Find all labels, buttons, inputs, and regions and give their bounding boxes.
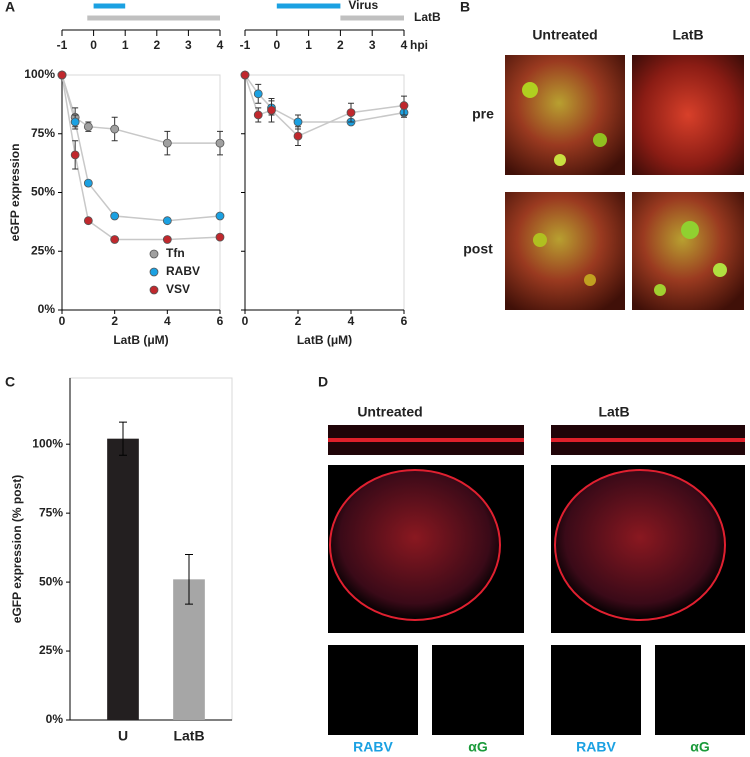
x-tick-label: 6 (217, 314, 224, 328)
legend-label: RABV (166, 264, 200, 278)
timeline-tick-label: -1 (240, 38, 251, 52)
row-label: pre (472, 106, 494, 122)
micrographs-b (505, 55, 744, 310)
x-tick-label: 2 (111, 314, 118, 328)
x-tick-label: 0 (242, 314, 249, 328)
series-line (61, 74, 221, 241)
x-tick-label: 4 (164, 314, 171, 328)
column-label: LatB (598, 404, 629, 420)
x-tick-label: 4 (348, 314, 355, 328)
data-point (70, 117, 80, 127)
y-tick-label: 50% (31, 185, 55, 199)
x-axis-label: LatB (μM) (297, 333, 352, 347)
channel-label: RABV (576, 739, 616, 755)
y-tick-label: 75% (31, 126, 55, 140)
channel-label: αG (690, 739, 710, 755)
legend-marker (149, 285, 159, 295)
error-bar (185, 554, 193, 605)
timeline-tick-label: 2 (337, 38, 344, 52)
y-axis-label: eGFP expression (8, 144, 22, 242)
column-label: Untreated (532, 27, 597, 43)
y-tick-label: 0% (46, 712, 64, 726)
data-point (57, 70, 67, 80)
timeline-tick-label: 1 (122, 38, 129, 52)
series-line (61, 74, 220, 144)
data-point (293, 131, 303, 141)
panel-letter: C (5, 374, 15, 390)
y-tick-label: 50% (39, 574, 63, 588)
column-label: Untreated (357, 404, 422, 420)
micrographs-d (328, 425, 745, 735)
timeline-tick-label: 0 (90, 38, 97, 52)
data-point (240, 70, 250, 80)
legend-marker (149, 267, 159, 277)
panel-letter: B (460, 0, 470, 15)
panel-letter: D (318, 374, 328, 390)
timeline-tick-label: -1 (57, 38, 68, 52)
y-tick-label: 100% (24, 67, 55, 81)
data-point (215, 138, 225, 148)
data-point (253, 89, 263, 99)
virus-label: Virus (348, 0, 378, 12)
column-label: LatB (672, 27, 703, 43)
row-label: post (463, 241, 493, 257)
data-point (110, 124, 120, 134)
y-tick-label: 100% (32, 436, 63, 450)
x-tick-label: U (118, 728, 128, 744)
timeline-unit: hpi (410, 38, 428, 52)
y-tick-label: 25% (31, 243, 55, 257)
timeline-tick-label: 4 (217, 38, 224, 52)
y-tick-label: 25% (39, 643, 63, 657)
data-point (162, 216, 172, 226)
channel-label: RABV (353, 739, 393, 755)
x-tick-label: 0 (59, 314, 66, 328)
data-point (110, 235, 120, 244)
y-tick-label: 75% (39, 505, 63, 519)
data-point (110, 211, 120, 221)
data-point (162, 138, 172, 148)
timeline-tick-label: 2 (153, 38, 160, 52)
timeline-tick-label: 0 (273, 38, 280, 52)
x-tick-label: LatB (173, 728, 204, 744)
x-tick-label: 2 (295, 314, 302, 328)
data-point (346, 108, 356, 117)
channel-label: αG (468, 739, 488, 755)
bar (107, 438, 139, 720)
error-bar (119, 421, 127, 456)
data-point (215, 211, 225, 221)
data-point (83, 122, 93, 132)
data-point (83, 178, 93, 188)
timeline-tick-label: 3 (369, 38, 376, 52)
series-line (61, 74, 221, 222)
plot-frame (69, 377, 233, 721)
data-point (162, 235, 172, 244)
x-tick-label: 6 (401, 314, 408, 328)
timeline-tick-label: 3 (185, 38, 192, 52)
latb-label: LatB (414, 10, 441, 24)
y-tick-label: 0% (38, 302, 56, 316)
data-point (70, 150, 80, 160)
data-point (267, 105, 276, 115)
data-point (399, 101, 409, 110)
legend-label: VSV (166, 282, 190, 296)
timeline-tick-label: 4 (401, 38, 408, 52)
data-point (83, 216, 93, 226)
panel-letter: A (5, 0, 15, 15)
legend-label: Tfn (166, 246, 185, 260)
y-axis-label: eGFP expression (% post) (10, 475, 24, 623)
timeline-tick-label: 1 (305, 38, 312, 52)
data-point (293, 117, 303, 127)
data-point (215, 232, 225, 242)
x-axis-label: LatB (μM) (113, 333, 168, 347)
data-point (253, 110, 263, 120)
legend-marker (149, 249, 159, 259)
